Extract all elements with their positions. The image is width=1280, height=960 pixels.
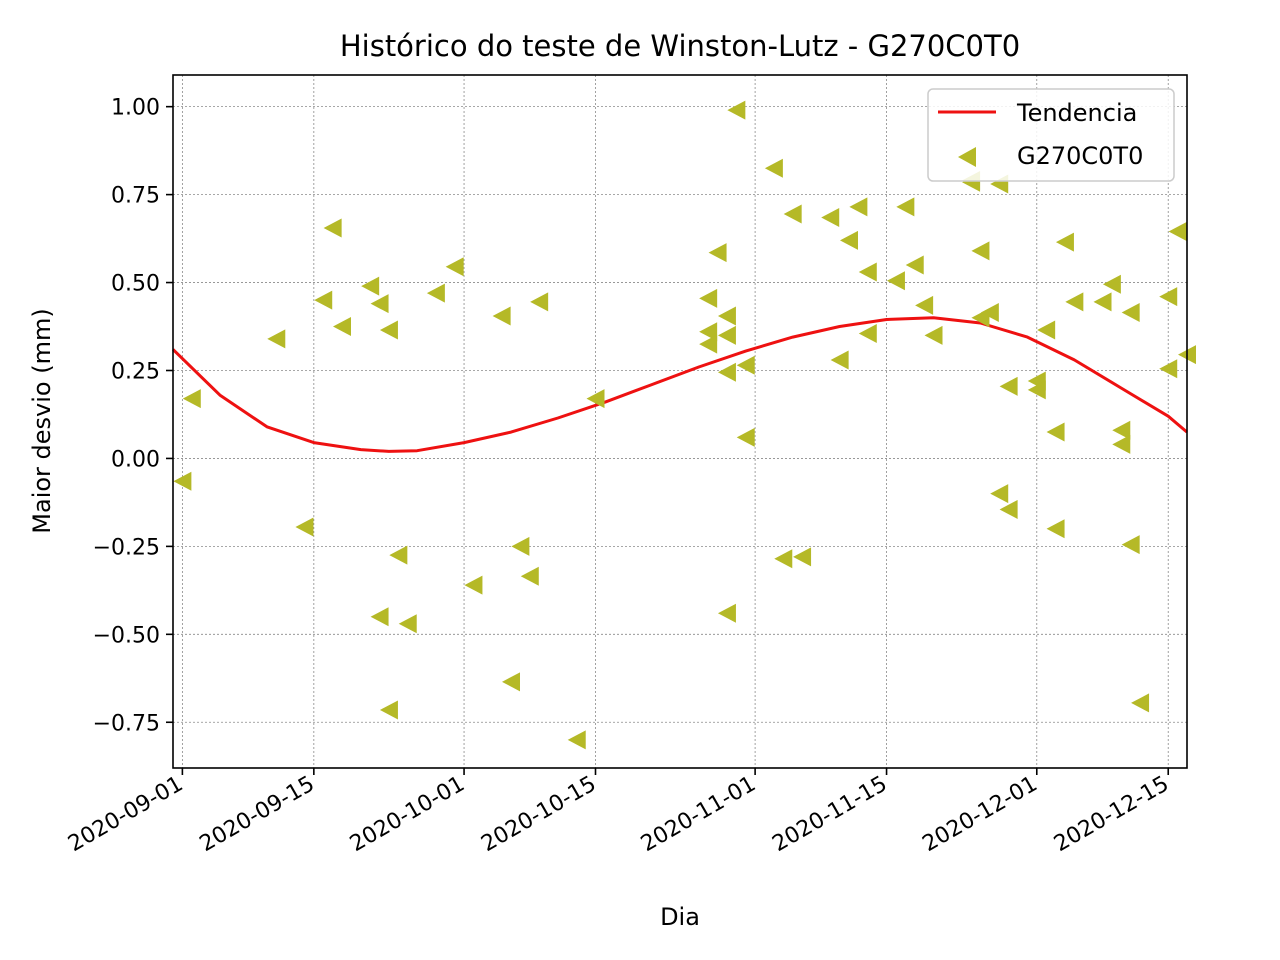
trend-layer [171,316,1188,453]
legend-label-trend: Tendencia [1016,99,1137,127]
data-point [999,376,1018,396]
data-point [1168,222,1187,242]
data-point [1112,434,1131,454]
data-point [370,294,389,314]
data-point [267,329,286,349]
data-point [1027,380,1046,400]
points-layer [173,100,1196,750]
data-point [530,292,549,312]
data-point [361,276,380,296]
data-point [717,325,736,345]
data-point [699,288,718,308]
data-point [717,603,736,623]
data-point [389,545,408,565]
data-point [314,290,333,310]
data-point [774,549,793,569]
data-point [1112,420,1131,440]
data-point [1093,292,1112,312]
data-point [980,302,999,322]
legend-label-points: G270C0T0 [1017,142,1143,170]
data-point [426,283,445,303]
data-point [1121,535,1140,555]
data-point [717,362,736,382]
data-point [886,271,905,291]
chart-title: Histórico do teste de Winston-Lutz - G27… [340,29,1020,63]
data-point [699,322,718,342]
data-point [173,471,192,491]
data-point [821,207,840,227]
data-point [511,536,530,556]
trend-line [171,316,1188,453]
y-tick-label: 0.50 [111,272,160,297]
data-point [924,325,943,345]
legend: Tendencia G270C0T0 [927,88,1175,182]
data-point [708,243,727,263]
data-point [586,389,605,409]
data-point [727,100,746,120]
x-axis-label: Dia [660,903,700,931]
data-point [849,197,868,217]
data-point [736,427,755,447]
data-point [445,257,464,277]
data-point [1065,292,1084,312]
y-tick-label: −0.25 [93,535,160,560]
data-point [1102,274,1121,294]
legend-marker-swatch [958,147,976,167]
data-point [379,320,398,340]
data-point [1046,422,1065,442]
data-point [764,158,783,178]
data-point [905,255,924,275]
data-point [1037,320,1056,340]
data-point [858,262,877,282]
data-point [520,566,539,586]
y-tick-label: 0.25 [111,359,160,384]
y-tick-label: 0.75 [111,184,160,209]
data-point [858,324,877,344]
plot-background [173,75,1187,768]
data-point [323,218,342,238]
data-point [1121,302,1140,322]
data-point [971,241,990,261]
data-point [990,484,1009,504]
data-point [492,306,511,326]
data-point [717,306,736,326]
data-point [567,730,586,750]
data-point [333,317,351,337]
data-point [398,614,417,634]
y-axis-label: Maior desvio (mm) [28,308,56,533]
data-point [736,355,755,375]
data-point [830,350,849,370]
data-point [1131,693,1150,713]
y-tick-label: 0.00 [111,447,160,472]
y-tick-label: −0.75 [93,711,160,736]
data-point [1159,359,1178,379]
y-axis-ticks: 1.00 0.75 0.50 0.25 0.00 −0.25 −0.50 −0.75 [93,96,173,736]
data-point [793,547,812,567]
data-point [915,295,934,315]
data-point [999,499,1018,519]
data-point [295,517,314,537]
data-point [502,672,520,692]
plot-area [171,74,1196,769]
data-point [464,575,483,595]
y-tick-label: −0.50 [93,623,160,648]
grid [173,75,1187,768]
data-point [370,607,389,627]
y-tick-label: 1.00 [111,96,160,121]
data-point [1055,232,1074,252]
data-point [840,230,858,250]
data-point [182,389,201,409]
data-point [783,204,802,224]
data-point [1159,287,1178,307]
data-point [1046,519,1065,539]
plot-frame [172,74,1188,769]
data-point [699,334,718,354]
data-point [896,197,915,217]
data-point [379,700,398,720]
